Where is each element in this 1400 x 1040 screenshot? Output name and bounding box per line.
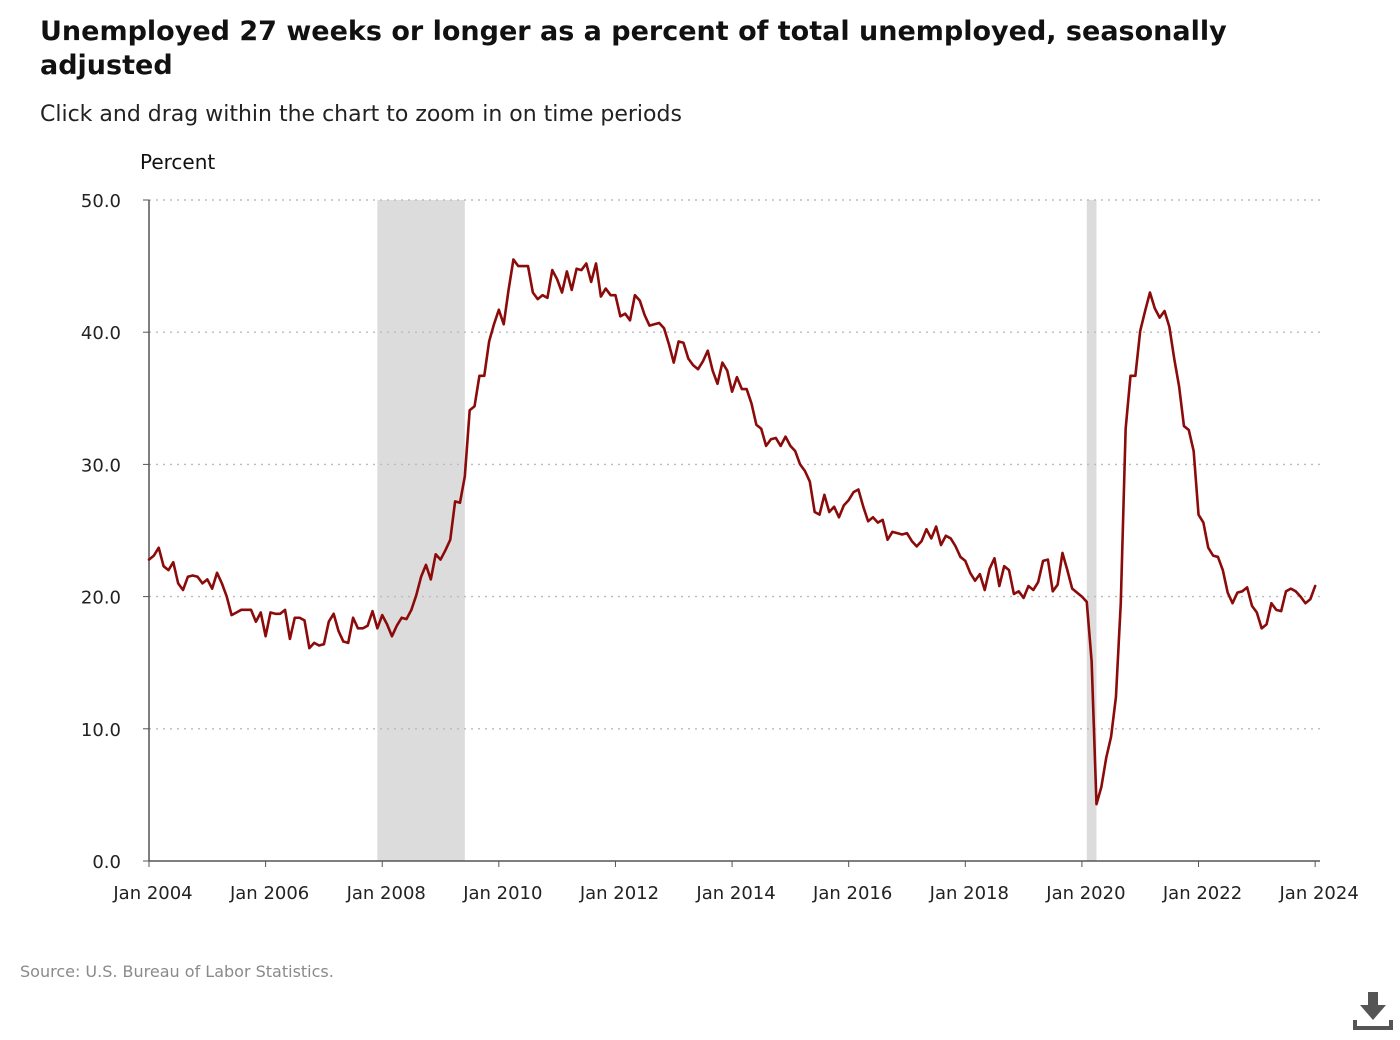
x-tick-label: Jan 2024 <box>1279 883 1359 904</box>
download-icon <box>1353 992 1393 1030</box>
series-layer[interactable] <box>147 258 1317 806</box>
y-tick-label: 0.0 <box>92 852 121 873</box>
y-tick-label: 30.0 <box>81 455 121 476</box>
x-tick-label: Jan 2022 <box>1162 883 1242 904</box>
y-tick-label: 10.0 <box>81 720 121 741</box>
x-tick-label: Jan 2012 <box>579 883 659 904</box>
source-note: Source: U.S. Bureau of Labor Statistics. <box>20 962 334 981</box>
recession-band <box>1086 200 1097 861</box>
x-tick-label: Jan 2006 <box>229 883 309 904</box>
x-tick-label: Jan 2008 <box>346 883 426 904</box>
y-tick-label: 40.0 <box>81 323 121 344</box>
x-tick-label: Jan 2014 <box>695 883 775 904</box>
download-button[interactable] <box>1350 990 1396 1036</box>
recession-bands <box>377 200 1097 861</box>
x-tick-label: Jan 2004 <box>112 883 192 904</box>
gridlines <box>149 199 1320 730</box>
y-tick-label: 20.0 <box>81 588 121 609</box>
x-tick-label: Jan 2018 <box>929 883 1009 904</box>
chart-subtitle: Click and drag within the chart to zoom … <box>40 102 682 127</box>
x-tick-label: Jan 2016 <box>812 883 892 904</box>
series-line[interactable] <box>147 258 1317 806</box>
line-chart[interactable]: Percent 0.0 10.0 20.0 30.0 40.0 50.0 Jan 2004 J… <box>0 0 1400 960</box>
x-tick-label: Jan 2010 <box>462 883 542 904</box>
chart-title: Unemployed 27 weeks or longer as a perce… <box>40 16 1227 81</box>
y-axis-title: Percent <box>140 150 215 174</box>
axes: 0.0 10.0 20.0 30.0 40.0 50.0 Jan 2004 Jan 2006 J… <box>81 191 1359 904</box>
x-tick-label: Jan 2020 <box>1045 883 1125 904</box>
y-tick-label: 50.0 <box>81 191 121 212</box>
